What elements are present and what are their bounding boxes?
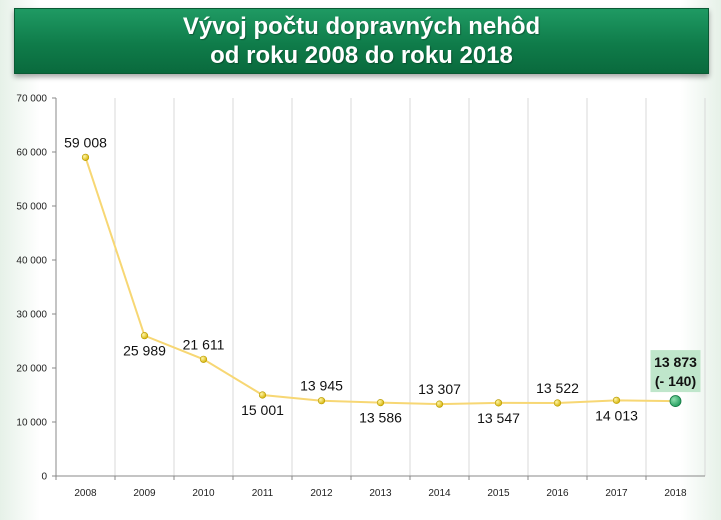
data-label: 25 989 [123,343,166,359]
data-label: 21 611 [183,336,225,352]
data-point [140,332,149,340]
data-label: 14 013 [595,407,638,423]
data-point [494,399,503,407]
y-tick-label: 10 000 [16,418,47,429]
data-point [258,391,267,399]
x-tick-label: 2011 [252,488,274,499]
highlight-change-label: (- 140) [655,373,696,389]
data-label: 13 586 [359,410,402,426]
x-tick-label: 2018 [664,488,687,499]
data-label: 59 008 [64,134,107,150]
data-point [317,397,326,405]
x-tick-label: 2010 [192,488,215,499]
x-tick-label: 2016 [546,488,569,499]
x-tick-label: 2014 [428,488,451,499]
data-point [376,399,385,407]
x-tick-label: 2015 [487,488,510,499]
x-tick-label: 2009 [133,488,156,499]
data-label: 15 001 [241,402,284,418]
title-line-1: Vývoj počtu dopravných nehôd [182,13,541,40]
data-point [435,400,444,408]
y-tick-label: 0 [41,472,47,483]
highlight-point [669,395,682,407]
x-tick-label: 2013 [369,488,392,499]
x-tick-label: 2008 [74,488,97,499]
data-point [612,396,621,404]
data-point [81,153,90,161]
title-banner: Vývoj počtu dopravných nehôd od roku 200… [14,8,709,74]
highlight-label-box [650,350,701,393]
y-tick-label: 30 000 [16,310,47,321]
y-tick-label: 60 000 [16,148,47,159]
title-line-2: od roku 2008 do roku 2018 [210,42,513,69]
data-point [199,355,208,363]
y-tick-label: 40 000 [16,256,47,267]
data-label: 13 522 [536,380,579,396]
x-tick-label: 2017 [605,488,628,499]
data-label: 13 307 [418,381,461,397]
y-tick-label: 50 000 [16,202,47,213]
highlight-value-label: 13 873 [654,354,697,370]
y-tick-label: 70 000 [16,94,47,105]
data-label: 13 547 [477,410,520,426]
data-point [553,399,562,407]
data-label: 13 945 [300,378,343,394]
y-tick-label: 20 000 [16,364,47,375]
x-tick-label: 2012 [310,488,333,499]
